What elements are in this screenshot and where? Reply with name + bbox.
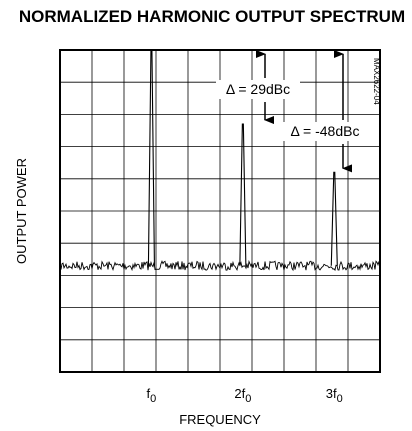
harmonic-peaks [147,49,338,266]
chart-title: NORMALIZED HARMONIC OUTPUT SPECTRUM [19,7,405,26]
noise-trace [59,259,381,272]
harmonic-peak-1 [147,49,155,266]
part-tag: MAX2622-04 [372,58,381,105]
grid [60,50,380,372]
annotation-label: Δ = -48dBc [291,123,360,139]
noise-floor-trace [59,259,381,272]
x-tick-label: 2f0 [234,386,251,405]
x-tick-labels: f0 2f0 3f0 [147,386,343,405]
harmonic-peak-3 [330,171,338,266]
y-axis-label: OUTPUT POWER [14,158,29,264]
annotation-label-bg [283,122,367,141]
annotation-label: Δ = 29dBc [226,81,290,97]
x-tick-label: 3f0 [326,386,343,405]
harmonic-peak-2 [239,123,247,266]
x-axis-label: FREQUENCY [179,412,261,427]
x-tick-label: f0 [147,386,157,405]
annotation-label-bg [216,80,300,99]
annotations: Δ = 29dBc Δ = -48dBc [216,50,367,173]
